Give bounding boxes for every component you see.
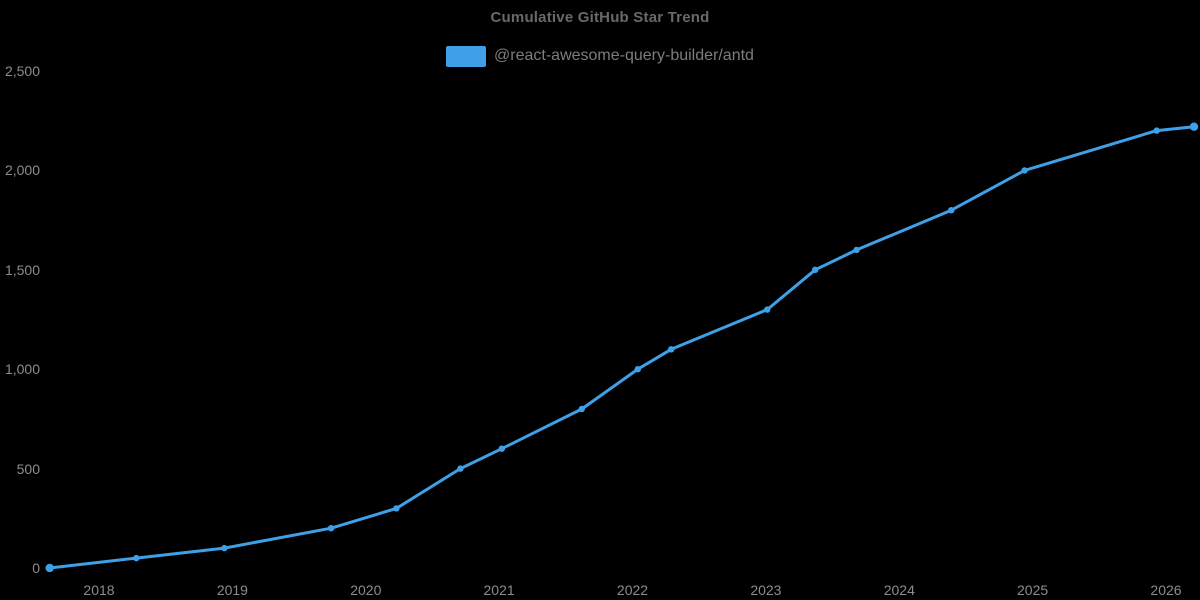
data-point[interactable] xyxy=(393,505,400,512)
data-point[interactable] xyxy=(578,405,585,413)
y-axis-tick-label: 2,500 xyxy=(4,63,40,79)
y-axis-tick-label: 1,000 xyxy=(4,361,40,378)
y-axis-tick-label: 1,500 xyxy=(4,261,40,278)
y-axis-tick-label: 0 xyxy=(32,560,40,576)
data-point[interactable] xyxy=(812,266,819,273)
trend-line[interactable] xyxy=(48,125,1196,570)
y-axis-tick-label: 2,000 xyxy=(4,162,40,179)
data-point[interactable] xyxy=(853,246,860,254)
data-point[interactable] xyxy=(133,554,140,562)
data-point[interactable] xyxy=(498,445,505,452)
x-axis-tick-label: 2023 xyxy=(750,582,782,598)
x-axis-tick-label: 2018 xyxy=(83,582,115,598)
x-axis-tick-label: 2022 xyxy=(616,582,649,598)
data-point[interactable] xyxy=(1189,122,1199,131)
x-axis-tick-label: 2025 xyxy=(1017,582,1049,598)
x-axis-tick-label: 2020 xyxy=(350,582,382,598)
data-point[interactable] xyxy=(764,306,771,313)
legend-item[interactable]: @react-awesome-query-builder/antd xyxy=(0,45,1200,67)
data-point[interactable] xyxy=(221,544,228,552)
data-point[interactable] xyxy=(634,366,641,373)
x-axis-tick-label: 2019 xyxy=(216,582,248,598)
legend-label: @react-awesome-query-builder/antd xyxy=(494,47,754,64)
data-point[interactable] xyxy=(327,525,335,532)
data-point[interactable] xyxy=(45,563,54,573)
data-point[interactable] xyxy=(668,346,675,353)
y-axis-tick-label: 500 xyxy=(16,460,40,477)
x-axis-tick-label: 2026 xyxy=(1150,582,1182,598)
chart-title: Cumulative GitHub Star Trend xyxy=(490,9,710,26)
data-point[interactable] xyxy=(1153,127,1160,134)
data-point[interactable] xyxy=(1021,167,1028,174)
x-axis-tick-label: 2024 xyxy=(883,582,915,598)
legend-swatch xyxy=(446,45,487,67)
data-point[interactable] xyxy=(948,207,955,214)
x-axis-tick-label: 2021 xyxy=(483,582,515,598)
data-point[interactable] xyxy=(457,465,464,472)
